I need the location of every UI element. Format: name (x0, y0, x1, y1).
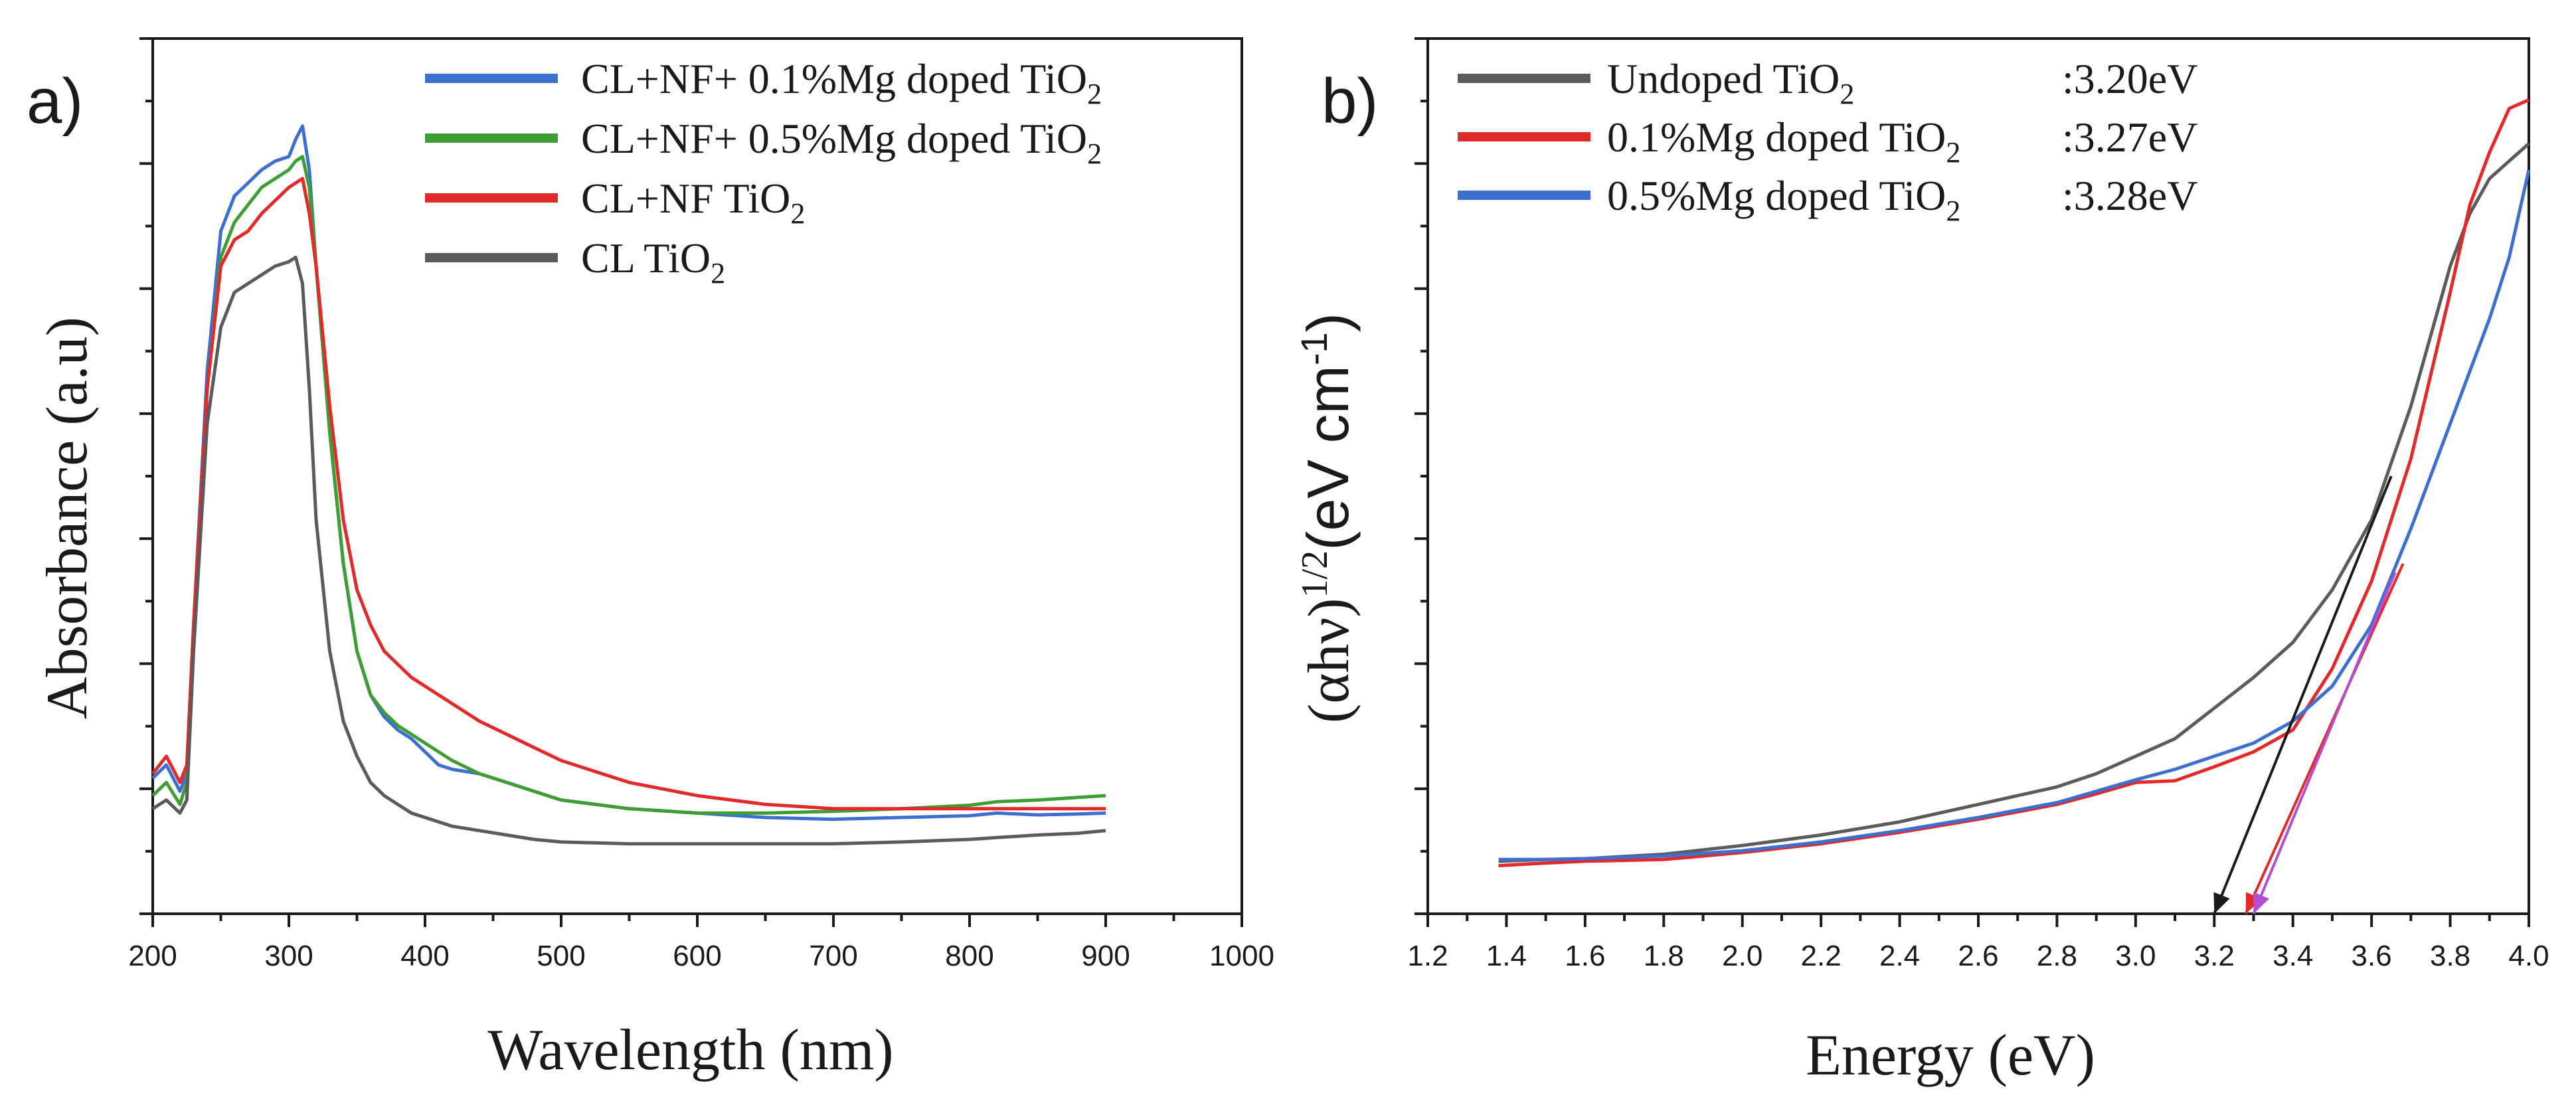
b-x-tick-label: 1.4 (1486, 940, 1527, 972)
a-x-tick-label: 200 (128, 940, 177, 972)
b-series-line-1 (1498, 98, 2530, 867)
b-x-tick-label: 3.4 (2273, 940, 2313, 972)
panel-a-label: a) (27, 66, 83, 137)
panel-b-y-axis-main: (αhν) (1297, 598, 1361, 723)
b-x-tick-label: 1.8 (1644, 940, 1684, 972)
panel-b-y-axis-unit: (eV cm (1295, 365, 1361, 551)
a-x-tick-label: 600 (673, 940, 721, 972)
b-x-tick-label: 1.6 (1565, 940, 1605, 972)
a-x-tick-label: 900 (1081, 940, 1130, 972)
a-x-tick-label: 700 (809, 940, 857, 972)
a-series-line-3 (151, 256, 1106, 846)
b-x-tick-label: 2.0 (1722, 940, 1762, 972)
b-tangent-line-0 (2213, 475, 2393, 914)
b-legend-value-2: :3.28eV (2062, 172, 2197, 219)
b-x-tick-label: 4.0 (2508, 940, 2549, 972)
b-plot-frame (1426, 37, 2530, 915)
b-x-tick-label: 2.2 (1801, 940, 1842, 972)
b-legend-label-2: 0.5%Mg doped TiO2 (1607, 172, 1960, 227)
b-tangent-line-1 (2244, 562, 2405, 914)
b-legend-label-0: Undoped TiO2 (1607, 55, 1854, 110)
a-x-tick-label: 500 (537, 940, 585, 972)
a-legend-label-2: CL+NF TiO2 (581, 175, 805, 230)
b-tangent-arrowhead-2 (2253, 892, 2270, 914)
a-plot-frame (151, 37, 1243, 915)
a-legend-label-1: CL+NF+ 0.5%Mg doped TiO2 (581, 115, 1102, 170)
b-legend-value-0: :3.20eV (2062, 55, 2197, 102)
panel-a-chart: a) Wavelength (nm) Absorbance (a.u) 200 3… (27, 37, 1274, 1082)
b-legend-label-1: 0.1%Mg doped TiO2 (1607, 114, 1960, 169)
b-series-line-2 (1498, 169, 2531, 861)
panel-b-label: b) (1322, 66, 1378, 137)
a-series-line-2 (151, 177, 1106, 811)
panel-b-y-axis-sup: 1/2 (1294, 551, 1335, 598)
b-x-tick-label: 3.2 (2194, 940, 2235, 972)
panel-a-y-axis-title: Absorbance (a.u) (35, 317, 100, 719)
panel-b-y-axis-unit-sup: -1 (1293, 332, 1335, 365)
b-tangent-line-2 (2252, 572, 2397, 914)
b-x-tick-label: 2.4 (1879, 940, 1920, 972)
b-series-line-0 (1498, 142, 2530, 863)
a-x-tick-label: 800 (945, 940, 993, 972)
panel-b-x-axis-title: Energy (eV) (1806, 1023, 2095, 1088)
a-legend-label-0: CL+NF+ 0.1%Mg doped TiO2 (581, 55, 1102, 110)
panel-a-x-axis-title: Wavelength (nm) (487, 1018, 893, 1082)
b-x-tick-label: 3.8 (2430, 940, 2470, 972)
a-legend-label-3: CL TiO2 (581, 234, 725, 290)
a-x-tick-label: 1000 (1209, 940, 1274, 972)
panel-b-y-axis-title: (αhν)1/2(eV cm-1) (1293, 313, 1361, 723)
b-x-tick-label: 1.2 (1407, 940, 1448, 972)
a-series-line-0 (151, 124, 1106, 821)
panel-b-y-axis-close: ) (1295, 313, 1361, 332)
b-x-tick-label: 2.8 (2037, 940, 2077, 972)
panel-b-chart: b) Energy (eV) (αhν)1/2(eV cm-1) 1.2 1.4 1… (1293, 37, 2549, 1088)
b-tangent-arrowhead-0 (2213, 892, 2230, 914)
b-x-tick-label: 3.6 (2352, 940, 2392, 972)
a-x-tick-label: 300 (264, 940, 313, 972)
b-x-tick-label: 3.0 (2115, 940, 2156, 972)
a-x-tick-label: 400 (400, 940, 449, 972)
b-x-tick-label: 2.6 (1958, 940, 1998, 972)
a-series-line-1 (151, 155, 1106, 815)
b-legend-value-1: :3.27eV (2062, 114, 2197, 161)
